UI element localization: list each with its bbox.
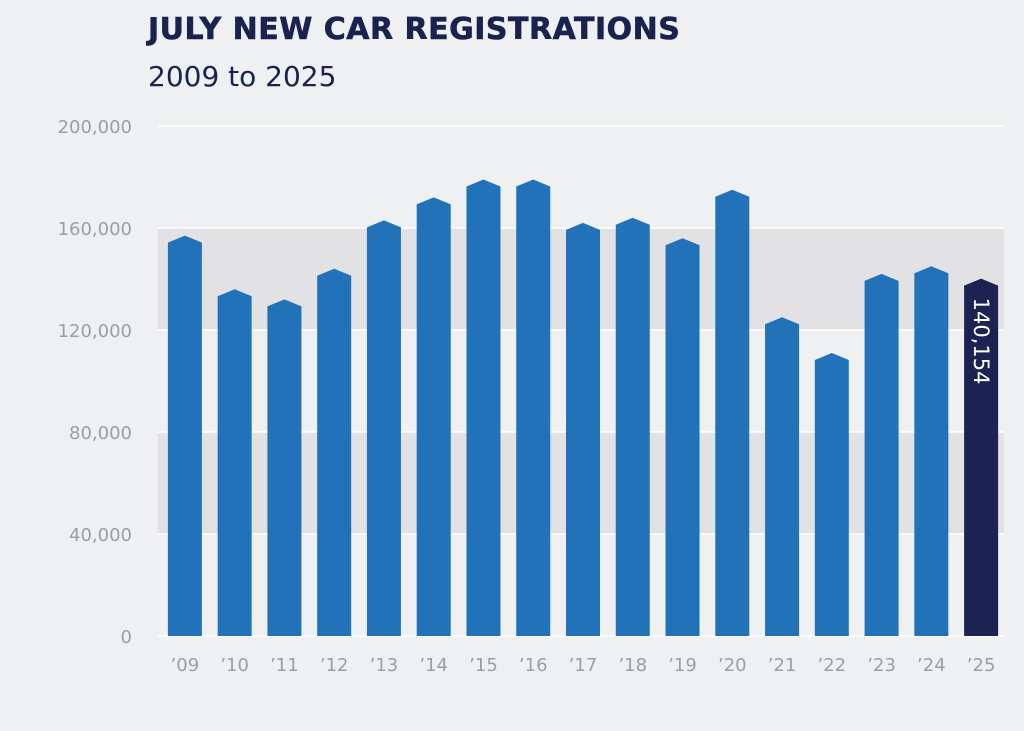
- bar: [765, 317, 800, 636]
- bar: [914, 266, 949, 636]
- x-tick-label: ’19: [668, 655, 697, 676]
- y-tick-label: 200,000: [58, 117, 132, 138]
- bar: [516, 179, 551, 637]
- bar: [466, 179, 501, 637]
- bar: [167, 235, 202, 636]
- x-tick-label: ’10: [220, 655, 249, 676]
- y-axis-ticks: 0 40,000 80,000 120,000 160,000 200,000: [58, 117, 132, 648]
- y-tick-label: 80,000: [69, 423, 132, 444]
- bar: [715, 189, 750, 636]
- x-tick-label: ’25: [967, 655, 996, 676]
- bar: [217, 289, 252, 636]
- bar: [665, 238, 700, 636]
- x-tick-label: ’20: [718, 655, 747, 676]
- bar: [615, 217, 650, 637]
- bar: [864, 273, 899, 636]
- bar: [267, 299, 302, 636]
- x-tick-label: ’18: [618, 655, 647, 676]
- x-axis-ticks: ’09 ’10 ’11 ’12 ’13 ’14 ’15 ’16 ’17 ’18 ’19 ’20 ’21 ’…: [171, 655, 996, 676]
- x-tick-label: ’22: [818, 655, 847, 676]
- x-tick-label: ’24: [917, 655, 946, 676]
- bar: [566, 222, 600, 636]
- data-labels: 140,154: [969, 298, 993, 385]
- x-tick-label: ’11: [270, 655, 299, 676]
- y-tick-label: 40,000: [69, 525, 132, 546]
- x-tick-label: ’23: [867, 655, 896, 676]
- chart-title: JULY NEW CAR REGISTRATIONS: [148, 12, 681, 48]
- data-label: 140,154: [969, 298, 993, 385]
- bar: [416, 197, 451, 636]
- bar: [814, 352, 849, 636]
- y-tick-label: 160,000: [58, 219, 132, 240]
- chart-subtitle: 2009 to 2025: [148, 60, 337, 93]
- y-tick-label: 0: [121, 627, 132, 648]
- x-tick-label: ’09: [171, 655, 200, 676]
- x-tick-label: ’14: [419, 655, 448, 676]
- x-tick-label: ’12: [320, 655, 349, 676]
- x-tick-label: ’17: [569, 655, 598, 676]
- bar: [964, 278, 999, 636]
- y-tick-label: 120,000: [58, 321, 132, 342]
- bar: [317, 268, 352, 636]
- bars: [167, 179, 999, 637]
- bar: [366, 220, 401, 636]
- x-tick-label: ’13: [370, 655, 399, 676]
- x-tick-label: ’15: [469, 655, 498, 676]
- x-tick-label: ’21: [768, 655, 797, 676]
- x-tick-label: ’16: [519, 655, 548, 676]
